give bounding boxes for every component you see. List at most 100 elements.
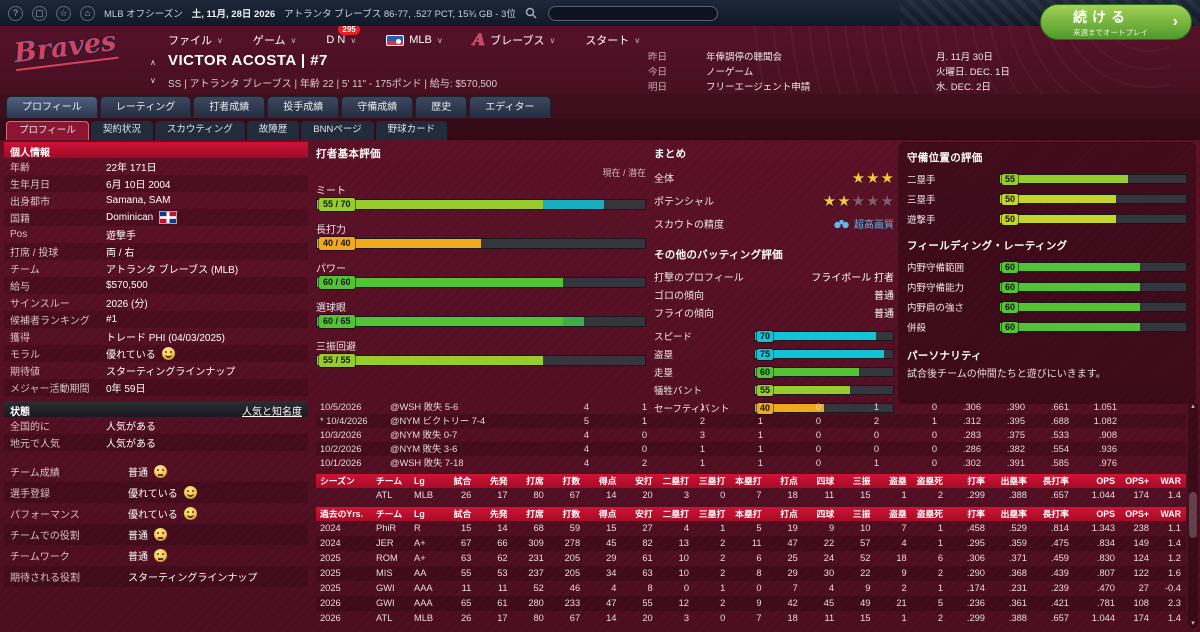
info-row[interactable]: 期待される役割 スターティングラインナップ (4, 566, 308, 587)
stats-cell: 108 (1133, 598, 1149, 608)
schedule-date: 月. 11月 30日 (936, 51, 993, 63)
stats-header-cell: Lg (414, 509, 425, 519)
info-row-value-text: 2026 (分) (106, 299, 148, 310)
stats-row[interactable]: 2025 MIS AA 55 53 237 205 34 63 10 2 8 29 30 22 9 2.290.… (316, 566, 1186, 581)
chevron-up-icon[interactable]: ∧ (150, 58, 156, 67)
rating-row-内野守備範囲: 内野守備範囲 60 (907, 258, 1187, 276)
info-row[interactable]: 給与 $570,500 (4, 277, 308, 294)
subtab-契約状況[interactable]: 契約状況 (90, 121, 153, 140)
tab-歴史[interactable]: 歴史 (415, 96, 468, 118)
game-log-row[interactable]: 10/3/2026 @NYM 敗失 0-7 4 0 3 1 0 0 0 .283 .375 .533.… (316, 428, 1186, 442)
menu-item-start[interactable]: スタート ∨ (585, 32, 640, 48)
subtab-野球カード[interactable]: 野球カード (375, 121, 448, 140)
menu-item-braves[interactable]: A ブレーブス ∨ (473, 32, 556, 48)
game-log-row[interactable]: * 10/4/2026 @NYM ビクトリー 7-4 5 1 2 1 0 2 1 .312 .395… (316, 414, 1186, 428)
subtab-スカウティング[interactable]: スカウティング (154, 121, 245, 140)
info-row[interactable]: チーム アトランタ ブレーブス (MLB) (4, 260, 308, 277)
subtab-BNNページ[interactable]: BNNページ (301, 121, 374, 140)
stats-cell: 46 (569, 583, 581, 593)
home-icon[interactable]: ⌂ (80, 5, 95, 21)
stats-row[interactable]: 2025 ROM A+ 63 62 231 205 29 61 10 2 6 25 24 52 18 6.306… (316, 551, 1186, 566)
info-row[interactable]: 出身都市 Samana, SAM (4, 192, 308, 209)
info-row[interactable]: 選手登録 優れている (4, 482, 308, 503)
menu-item-dn[interactable]: D N ∨ 295 (326, 24, 360, 46)
menu-item-game[interactable]: ゲーム ∨ (253, 32, 297, 48)
overall-stars: ★★★ (851, 169, 894, 187)
scroll-down-icon[interactable]: ▾ (1191, 620, 1195, 627)
info-row[interactable]: 年齢 22年 171日 (4, 158, 308, 175)
info-row[interactable]: 獲得 トレード PHI (04/03/2025) (4, 328, 308, 345)
stats-row[interactable]: 2024 JER A+ 67 66 309 278 45 82 13 2 11 47 22 57 4 1 .295… (316, 536, 1186, 551)
subtab-故障歴[interactable]: 故障歴 (246, 121, 300, 140)
game-log-row[interactable]: 10/1/2026 @WSH 敗失 7-18 4 2 1 1 0 1 0 .302 .391 .585… (316, 456, 1186, 470)
stats-row[interactable]: 2024 PhiR R 15 14 68 59 15 27 4 1 5 19 9 10 7 1.458.529.… (316, 521, 1186, 536)
subtab-プロフィール[interactable]: プロフィール (6, 121, 89, 140)
info-row[interactable]: 国籍 Dominican (4, 209, 308, 226)
info-row[interactable]: 打席 / 投球 両 / 右 (4, 243, 308, 260)
search-input[interactable] (547, 5, 718, 21)
stats-row[interactable]: 2026 ATL MLB 26 17 80 67 14 20 3 0 7 18 11 15 1 2 .299 .38… (316, 611, 1186, 626)
info-row[interactable]: 地元で人気 人気がある (4, 434, 308, 451)
menu-item-label: D N (326, 34, 346, 46)
favorites-icon[interactable]: ☆ (56, 5, 71, 21)
info-row[interactable]: パフォーマンス 優れている (4, 503, 308, 524)
tab-打者成績[interactable]: 打者成績 (193, 96, 266, 118)
info-row[interactable]: 候補者ランキング #1 (4, 311, 308, 328)
game-log-row[interactable]: 10/5/2026@WSH 敗失 5-64110010.306.390.6611… (316, 400, 1186, 414)
game-rate-stat: .661 (1050, 402, 1069, 412)
stats-cell: 15 (460, 523, 472, 533)
stats-cell: .421 (1050, 598, 1069, 608)
stats-cell: 1 (720, 523, 726, 533)
stats-row[interactable]: 2026 GWI AAA 65 61 280 233 47 55 12 2 9 42 45 49 21 5 .23… (316, 596, 1186, 611)
info-row[interactable]: 生年月日 6月 10日 2004 (4, 175, 308, 192)
info-row[interactable]: チーム成績 普通 (4, 461, 308, 482)
tendency-value: 普通 (874, 308, 894, 320)
rating-row-label: 盗塁 (654, 350, 674, 361)
popularity-link[interactable]: 人気と知名度 (242, 407, 302, 418)
help-icon[interactable]: ? (8, 5, 23, 21)
tendency-value: 普通 (874, 290, 894, 302)
info-row[interactable]: モラル 優れている (4, 345, 308, 362)
rating-row-二塁手: 二塁手 55 (907, 170, 1187, 188)
scout-accuracy-value[interactable]: 超高画質 (834, 216, 894, 231)
chevron-down-icon[interactable]: ∨ (150, 76, 156, 85)
info-row[interactable]: 全国的に 人気がある (4, 417, 308, 434)
stats-row[interactable]: 2025 GWI AAA 11 11 52 46 4 8 0 1 0 7 4 9 2 1.174.231.239… (316, 581, 1186, 596)
info-row[interactable]: 期待値 スターティングラインナップ (4, 362, 308, 379)
game-log-row[interactable]: 10/2/2026 @NYM 敗失 3-6 4 0 1 1 0 0 0 .286 .382 .554.… (316, 442, 1186, 456)
game-stat: 1 (699, 402, 705, 412)
scrollbar-thumb[interactable] (1189, 492, 1197, 538)
info-row[interactable]: メジャー活動期間 0年 59日 (4, 379, 308, 396)
top-status-bar: ? ▢ ☆ ⌂ MLB オフシーズン 土, 11月, 28日 2026 アトラン… (0, 0, 1200, 26)
scroll-up-icon[interactable]: ▴ (1191, 403, 1195, 410)
rating-segment (1000, 283, 1140, 291)
info-row[interactable]: チームでの役割 普通 (4, 524, 308, 545)
info-row-value: Dominican (106, 211, 178, 224)
stats-cell: .295 (966, 538, 985, 548)
save-icon[interactable]: ▢ (32, 5, 47, 21)
menu-item-mlb[interactable]: MLB ∨ (386, 34, 443, 46)
stats-row[interactable]: ATL MLB 26 17 80 67 14 20 3 0 7 18 11 15 1 2 .299 .388 .65… (316, 488, 1186, 503)
tab-投手成績[interactable]: 投手成績 (267, 96, 340, 118)
personal-info-header: 個人情報 (4, 142, 308, 159)
stats-cell: 0 (720, 613, 726, 623)
info-row[interactable]: サインスルー 2026 (分) (4, 294, 308, 311)
tab-エディター[interactable]: エディター (469, 96, 551, 118)
info-row[interactable]: チームワーク 普通 (4, 545, 308, 566)
info-row-label: 生年月日 (10, 180, 50, 191)
game-rate-stat: .382 (1006, 444, 1025, 454)
tab-プロフィール[interactable]: プロフィール (6, 96, 98, 118)
rating-row-遊撃手: 遊撃手 50 (907, 210, 1187, 228)
continue-button[interactable]: 続ける 来週までオートプレイ › (1040, 4, 1192, 40)
menu-item-file[interactable]: ファイル ∨ (168, 32, 223, 48)
stats-cell: 14 (606, 613, 617, 623)
rating-badge: 55 / 55 (319, 354, 355, 367)
stats-cell: .807 (1096, 568, 1115, 578)
tab-レーティング[interactable]: レーティング (99, 96, 192, 118)
info-row[interactable]: Pos 遊撃手 (4, 226, 308, 243)
game-date: 10/3/2026 (320, 430, 362, 440)
scrollbar[interactable]: ▴ ▾ (1188, 402, 1198, 628)
tab-守備成績[interactable]: 守備成績 (341, 96, 414, 118)
menu-item-label: MLB (409, 34, 432, 46)
stats-cell: 26 (460, 490, 472, 500)
